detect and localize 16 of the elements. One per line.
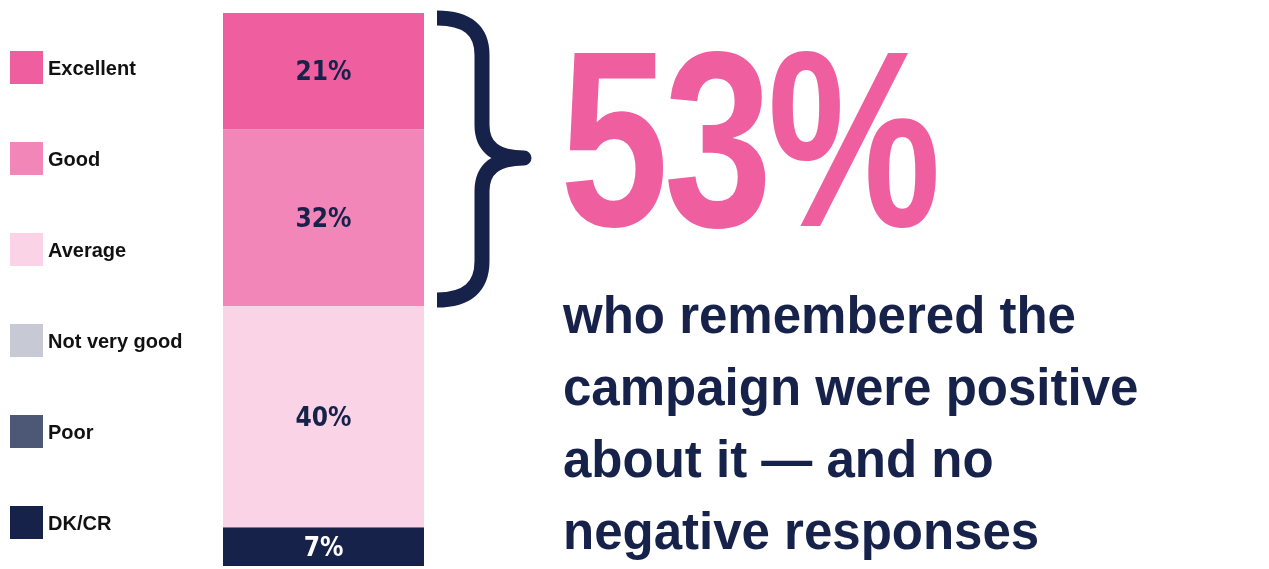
legend-label: DK/CR <box>48 511 112 534</box>
data-label: 40% <box>295 401 352 432</box>
text: who remembered the campaign were positive about it — and no negative responses <box>563 286 1140 562</box>
bar <box>223 306 424 528</box>
data-label: 21% <box>295 56 352 87</box>
legend-label: Average <box>48 238 127 261</box>
legend-label: Good <box>48 147 101 170</box>
data-label: 7% <box>303 531 344 562</box>
bar <box>223 13 424 130</box>
text: 53% <box>560 0 937 279</box>
legend-label: Not very good <box>48 329 183 352</box>
bar <box>223 527 424 566</box>
legend-label: Excellent <box>48 56 137 79</box>
bar <box>223 129 424 307</box>
data-label: 32% <box>295 202 352 233</box>
legend-label: Poor <box>48 420 94 443</box>
